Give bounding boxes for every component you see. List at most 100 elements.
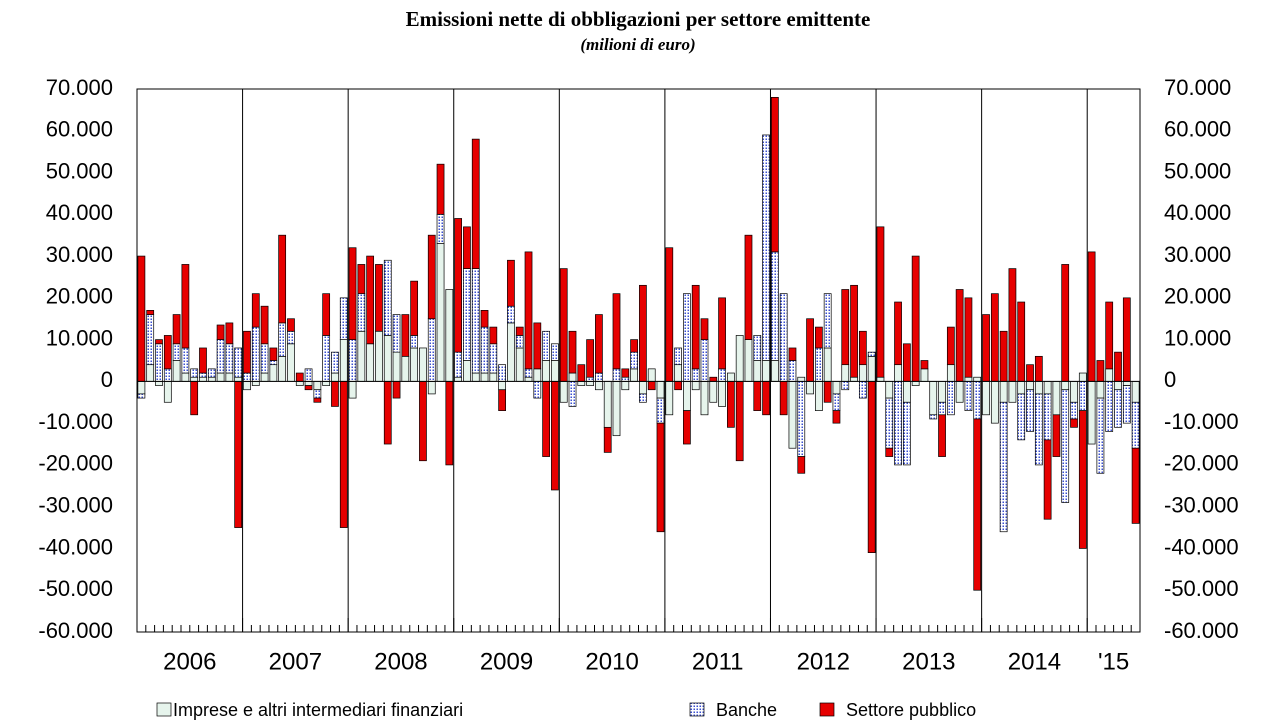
bar-segment (251, 326, 260, 382)
bar-segment (410, 335, 419, 349)
bar-segment (885, 447, 894, 457)
bar-segment (955, 381, 964, 403)
bar-segment (322, 293, 331, 336)
bar-segment (322, 335, 331, 382)
bar-segment (1017, 381, 1026, 395)
bar-segment (577, 381, 586, 386)
bar-segment (946, 381, 955, 416)
bar-segment (410, 347, 419, 382)
y-tick-label: 40.000 (46, 200, 113, 225)
bar-segment (251, 293, 260, 328)
bar-segment (234, 347, 243, 378)
bar-segment (665, 247, 674, 382)
bar-segment (181, 372, 190, 382)
bar-segment (674, 347, 682, 366)
bar-segment (955, 289, 964, 382)
bar-segment (753, 381, 762, 411)
bar-segment (375, 330, 383, 382)
bar-segment (630, 351, 638, 370)
bar-segment (1017, 301, 1026, 382)
bar-segment (788, 381, 797, 449)
bar-segment (313, 381, 322, 391)
bar-segment (973, 381, 982, 420)
bar-segment (1017, 393, 1026, 441)
bar-segment (612, 293, 621, 370)
bar-segment (269, 347, 278, 361)
bar-segment (603, 381, 612, 428)
bar-segment (392, 314, 401, 353)
bar-segment (1131, 447, 1140, 524)
y2-tick-label: 20.000 (1164, 284, 1231, 309)
bar-segment (392, 381, 401, 399)
bar-segment (559, 381, 568, 403)
bar-segment (841, 381, 850, 391)
bar-segment (489, 343, 498, 374)
bar-segment (656, 381, 665, 399)
bar-segment (806, 318, 814, 382)
bar-segment (392, 351, 401, 382)
bar-segment (243, 381, 251, 391)
bar-segment (225, 322, 234, 345)
y2-tick-label: -60.000 (1164, 618, 1239, 643)
bar-segment (727, 372, 735, 382)
bar-segment (1114, 351, 1122, 382)
bar-segment (207, 368, 216, 378)
bar-segment (630, 368, 638, 382)
bar-segment (894, 381, 902, 466)
bar-segment (841, 289, 850, 366)
bar-segment (814, 347, 823, 382)
bar-segment (999, 381, 1008, 403)
bar-segment (814, 326, 823, 349)
bar-segment (858, 330, 867, 366)
bar-segment (357, 293, 366, 332)
bar-segment (348, 247, 357, 340)
bar-segment (612, 381, 621, 437)
bar-segment (498, 381, 506, 391)
bar-segment (278, 322, 287, 357)
bar-segment (375, 264, 383, 332)
bar-segment (639, 284, 647, 382)
bar-segment (1078, 410, 1087, 549)
bar-segment (454, 218, 463, 353)
bar-segment (181, 264, 190, 349)
bar-segment (823, 347, 832, 382)
bar-segment (155, 381, 163, 386)
bar-segment (1114, 389, 1122, 428)
bar-segment (366, 255, 375, 345)
bar-segment (691, 368, 700, 382)
bar-segment (498, 389, 506, 411)
bar-segment (137, 255, 146, 382)
bar-segment (709, 376, 718, 382)
bar-segment (656, 397, 665, 424)
bar-segment (946, 364, 955, 382)
bar-segment (586, 381, 594, 386)
bar-segment (172, 314, 181, 345)
bar-segment (507, 322, 515, 382)
bar-segment (471, 268, 480, 374)
bar-segment (287, 343, 295, 382)
bar-segment (709, 381, 718, 403)
legend-swatch (819, 702, 835, 717)
bar-segment (920, 368, 929, 382)
bar-segment (973, 418, 982, 591)
bar-segment (586, 376, 594, 382)
bar-segment (595, 372, 603, 382)
bar-segment (806, 381, 814, 395)
bar-segment (753, 335, 762, 361)
bar-segment (551, 381, 559, 491)
y2-tick-label: -10.000 (1164, 409, 1239, 434)
x-year-label: 2009 (480, 648, 533, 675)
x-year-label: 2010 (585, 648, 638, 675)
bar-segment (295, 381, 304, 386)
y-tick-label: 0 (101, 367, 113, 392)
x-year-label: 2007 (269, 648, 322, 675)
bar-segment (304, 381, 313, 386)
bar-segment (1026, 364, 1034, 382)
bar-segment (1061, 264, 1070, 382)
bar-segment (700, 381, 709, 416)
bar-segment (876, 226, 885, 378)
bar-segment (260, 343, 269, 374)
bar-segment (410, 280, 419, 336)
bar-segment (727, 381, 735, 428)
x-year-label: 2012 (797, 648, 850, 675)
